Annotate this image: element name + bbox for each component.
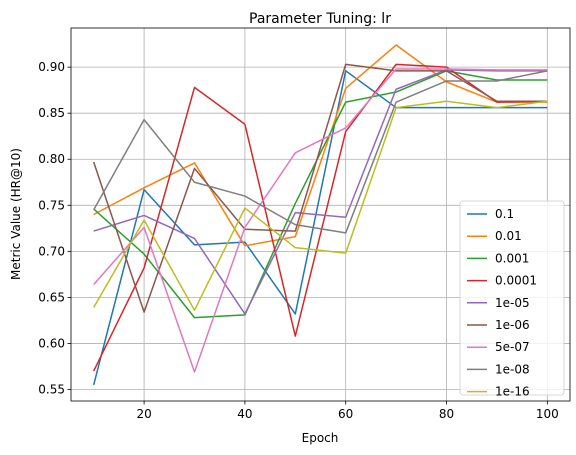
plot-frame — [70, 27, 571, 402]
y-tick-label: 0.65 — [38, 290, 65, 304]
chart-title: Parameter Tuning: lr — [249, 11, 391, 27]
legend-label: 1e-05 — [495, 296, 530, 310]
legend-label: 1e-16 — [495, 385, 530, 399]
series-line-5e-07 — [93, 68, 548, 373]
legend-label: 0.0001 — [495, 274, 537, 288]
y-tick-label: 0.60 — [38, 336, 65, 350]
legend-label: 1e-08 — [495, 362, 530, 376]
y-axis-ticks: 0.55 0.60 0.65 0.70 0.75 0.80 0.85 0.90 — [38, 60, 71, 396]
legend: 0.1 0.01 0.001 0.0001 1e-05 1e-06 5e-07 1e-08 1e… — [459, 200, 565, 399]
y-axis-label: Metric Value (HR@10) — [9, 148, 23, 280]
x-tick-label: 60 — [338, 407, 353, 421]
y-tick-label: 0.75 — [38, 198, 65, 212]
legend-label: 5e-07 — [495, 340, 530, 354]
x-tick-label: 80 — [439, 407, 454, 421]
y-tick-label: 0.70 — [38, 244, 65, 258]
series-line-1e-06 — [92, 63, 548, 313]
legend-label: 0.001 — [495, 251, 529, 265]
legend-label: 0.01 — [495, 229, 522, 243]
series-line-0.1 — [92, 70, 548, 386]
legend-label: 0.1 — [495, 207, 514, 221]
legend-label: 1e-06 — [495, 318, 530, 332]
series-lines — [92, 44, 548, 386]
x-tick-label: 40 — [237, 407, 252, 421]
series-line-1e-08 — [93, 70, 548, 234]
x-tick-label: 100 — [536, 407, 559, 421]
series-line-0.0001 — [93, 63, 548, 372]
series-line-1e-16 — [93, 100, 548, 312]
x-tick-label: 20 — [136, 407, 151, 421]
y-tick-label: 0.80 — [38, 152, 65, 166]
y-tick-label: 0.55 — [38, 382, 65, 396]
y-tick-label: 0.85 — [38, 106, 65, 120]
x-axis-label: Epoch — [302, 431, 339, 445]
series-line-0.001 — [93, 70, 548, 319]
x-axis-ticks: 20 40 60 80 100 — [136, 401, 559, 421]
y-tick-label: 0.90 — [38, 60, 65, 74]
series-line-1e-05 — [93, 69, 548, 315]
